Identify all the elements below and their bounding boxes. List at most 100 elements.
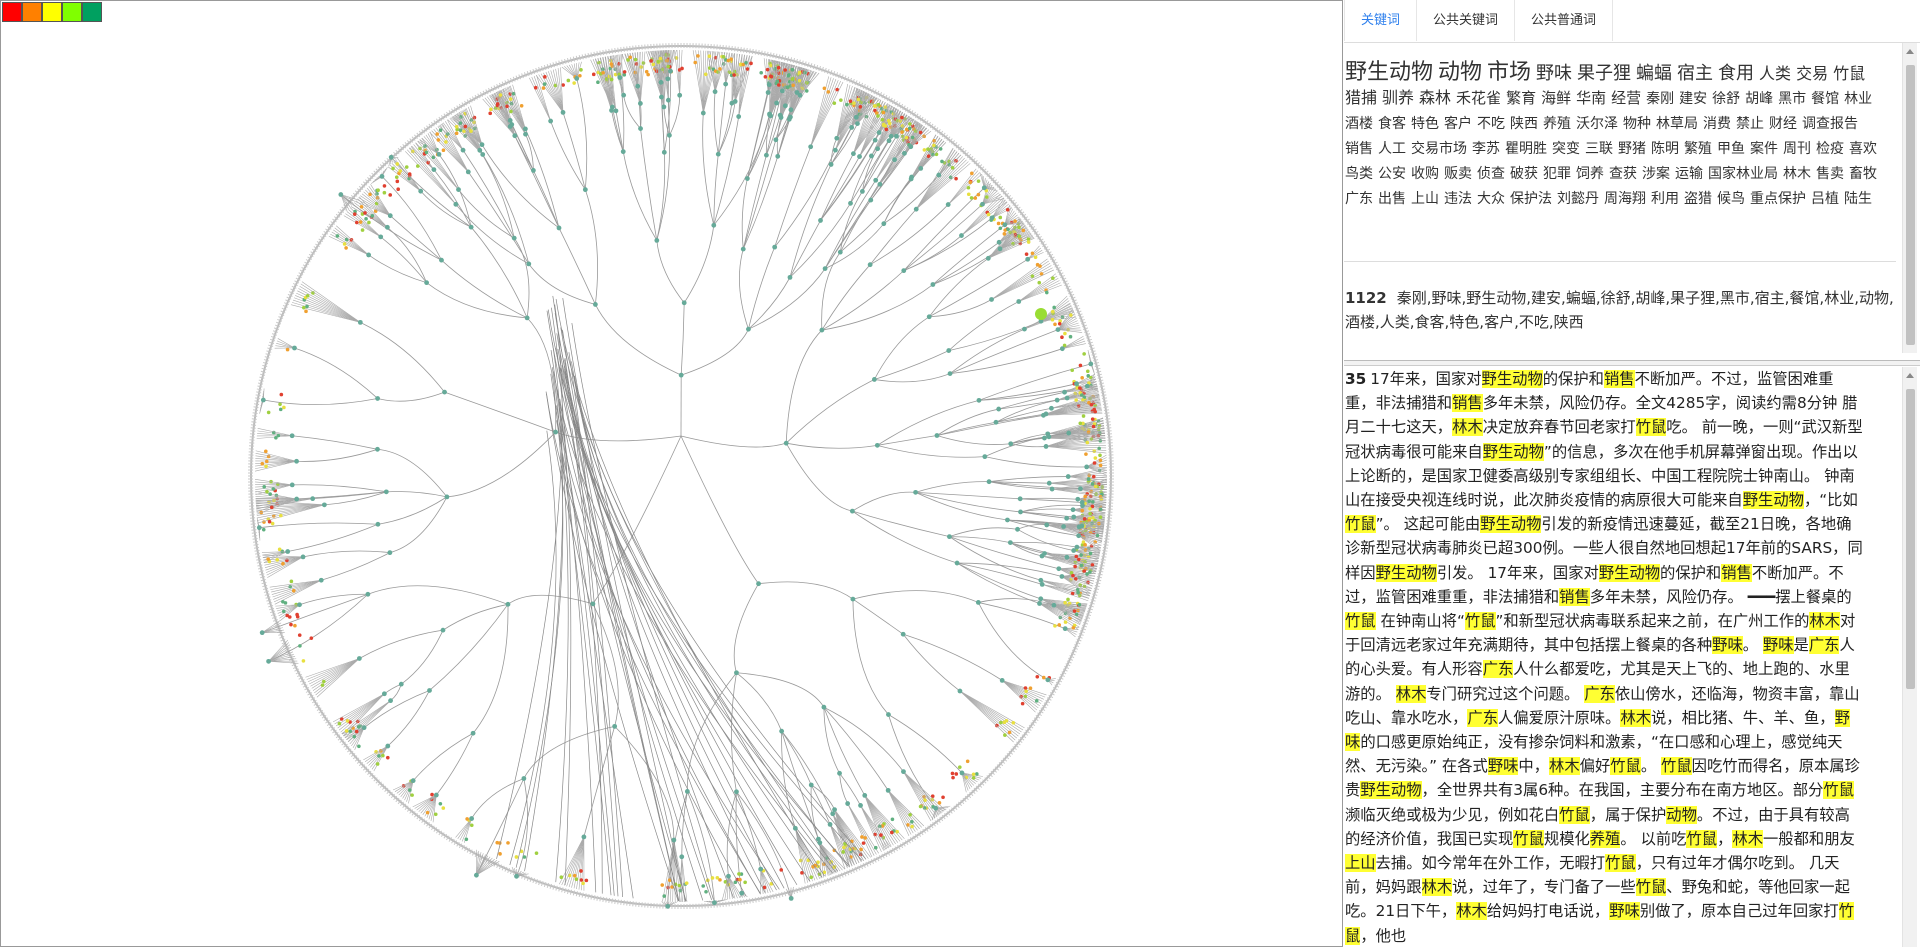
- keyword-item[interactable]: 周刊: [1783, 137, 1811, 161]
- keyword-item[interactable]: 检疫: [1816, 137, 1844, 161]
- keyword-item[interactable]: 胡峰: [1745, 87, 1773, 111]
- keyword-item[interactable]: 餐馆: [1811, 87, 1839, 111]
- keyword-item[interactable]: 查获: [1609, 162, 1637, 186]
- keyword-item[interactable]: 不吃: [1477, 112, 1505, 136]
- keyword-item[interactable]: 收购: [1411, 162, 1439, 186]
- keyword-item[interactable]: 出售: [1378, 187, 1406, 211]
- keyword-item[interactable]: 案件: [1750, 137, 1778, 161]
- keyword-item[interactable]: 禁止: [1736, 112, 1764, 136]
- keyword-item[interactable]: 吕植: [1811, 187, 1839, 211]
- keyword-item[interactable]: 野生动物: [1345, 61, 1433, 85]
- keyword-item[interactable]: 野猪: [1618, 137, 1646, 161]
- keyword-item[interactable]: 贩卖: [1444, 162, 1472, 186]
- keyword-item[interactable]: 林草局: [1656, 112, 1698, 136]
- tab-public-keywords[interactable]: 公共关键词: [1417, 0, 1515, 41]
- radial-dendrogram[interactable]: [1, 1, 1342, 946]
- keyword-item[interactable]: 上山: [1411, 187, 1439, 211]
- keyword-item[interactable]: 保护法: [1510, 187, 1552, 211]
- keyword-item[interactable]: 喜欢: [1849, 137, 1877, 161]
- keyword-item[interactable]: 鸟类: [1345, 162, 1373, 186]
- keyword-item[interactable]: 经营: [1611, 86, 1641, 110]
- keyword-item[interactable]: 建安: [1679, 87, 1707, 111]
- keyword-item[interactable]: 宿主: [1677, 62, 1713, 86]
- keyword-item[interactable]: 犯罪: [1543, 162, 1571, 186]
- keyword-item[interactable]: 果子狸: [1577, 62, 1631, 86]
- keyword-item[interactable]: 人类: [1759, 62, 1791, 86]
- keyword-item[interactable]: 甲鱼: [1717, 137, 1745, 161]
- keyword-item[interactable]: 市场: [1487, 61, 1531, 85]
- keyword-item[interactable]: 食用: [1718, 62, 1754, 86]
- keyword-item[interactable]: 黑市: [1778, 87, 1806, 111]
- keyword-item[interactable]: 陕西: [1510, 112, 1538, 136]
- keyword-item[interactable]: 动物: [1438, 61, 1482, 85]
- keyword-item[interactable]: 财经: [1769, 112, 1797, 136]
- keyword-item[interactable]: 破获: [1510, 162, 1538, 186]
- keyword-item[interactable]: 禾花雀: [1456, 86, 1501, 110]
- keyword-item[interactable]: 陆生: [1844, 187, 1872, 211]
- keyword-item[interactable]: 李苏: [1472, 137, 1500, 161]
- keyword-item[interactable]: 秦刚: [1646, 87, 1674, 111]
- keyword-item[interactable]: 沃尔泽: [1576, 112, 1618, 136]
- keyword-item[interactable]: 森林: [1419, 86, 1451, 110]
- keyword-item[interactable]: 华南: [1576, 86, 1606, 110]
- keyword-item[interactable]: 养殖: [1543, 112, 1571, 136]
- keyword-item[interactable]: 徐舒: [1712, 87, 1740, 111]
- keyword-item[interactable]: 蝙蝠: [1636, 62, 1672, 86]
- keyword-item[interactable]: 三联: [1585, 137, 1613, 161]
- keyword-item[interactable]: 猎捕: [1345, 86, 1377, 110]
- keyword-item[interactable]: 广东: [1345, 187, 1373, 211]
- keyword-item[interactable]: 侦查: [1477, 162, 1505, 186]
- tab-public-common-words[interactable]: 公共普通词: [1515, 0, 1613, 41]
- keyword-item[interactable]: 周海翔: [1604, 187, 1646, 211]
- keyword-item[interactable]: 交易市场: [1411, 137, 1467, 161]
- keyword-item[interactable]: 刘懿丹: [1557, 187, 1599, 211]
- scroll-up-arrow[interactable]: [1906, 373, 1914, 378]
- keyword-item[interactable]: 物种: [1623, 112, 1651, 136]
- keyword-item[interactable]: 重点保护: [1750, 187, 1806, 211]
- keyword-item[interactable]: 售卖: [1816, 162, 1844, 186]
- keyword-item[interactable]: 客户: [1444, 112, 1472, 136]
- keyword-item[interactable]: 驯养: [1382, 86, 1414, 110]
- keyword-item[interactable]: 繁育: [1506, 86, 1536, 110]
- panel-splitter[interactable]: [1344, 360, 1920, 366]
- keyword-item[interactable]: 酒楼: [1345, 112, 1373, 136]
- keyword-item[interactable]: 利用: [1651, 187, 1679, 211]
- tree-node: [521, 776, 526, 781]
- keyword-item[interactable]: 涉案: [1642, 162, 1670, 186]
- keyword-item[interactable]: 瞿明胜: [1505, 137, 1547, 161]
- keyword-item[interactable]: 大众: [1477, 187, 1505, 211]
- keyword-item[interactable]: 公安: [1378, 162, 1406, 186]
- radial-tree-view[interactable]: [0, 0, 1343, 947]
- keyword-item[interactable]: 林业: [1844, 87, 1872, 111]
- leaf-node: [1070, 368, 1074, 372]
- scroll-thumb[interactable]: [1906, 389, 1915, 689]
- keyword-item[interactable]: 调查报告: [1802, 112, 1858, 136]
- keyword-scrollbar[interactable]: [1902, 43, 1917, 353]
- scroll-thumb[interactable]: [1906, 65, 1915, 345]
- tab-keywords[interactable]: 关键词: [1344, 0, 1417, 41]
- keyword-item[interactable]: 销售: [1345, 137, 1373, 161]
- keyword-item[interactable]: 畜牧: [1849, 162, 1877, 186]
- keyword-item[interactable]: 消费: [1703, 112, 1731, 136]
- keyword-item[interactable]: 人工: [1378, 137, 1406, 161]
- keyword-item[interactable]: 陈明: [1651, 137, 1679, 161]
- keyword-item[interactable]: 特色: [1411, 112, 1439, 136]
- keyword-item[interactable]: 突变: [1552, 137, 1580, 161]
- keyword-item[interactable]: 交易: [1796, 62, 1828, 86]
- document-scrollbar[interactable]: [1902, 367, 1917, 947]
- keyword-item[interactable]: 盗猎: [1684, 187, 1712, 211]
- keyword-item[interactable]: 野味: [1536, 62, 1572, 86]
- keyword-item[interactable]: 运输: [1675, 162, 1703, 186]
- keyword-item[interactable]: 国家林业局: [1708, 162, 1778, 186]
- keyword-item[interactable]: 食客: [1378, 112, 1406, 136]
- keyword-item[interactable]: 违法: [1444, 187, 1472, 211]
- keyword-item[interactable]: 海鲜: [1541, 86, 1571, 110]
- keyword-item[interactable]: 竹鼠: [1833, 62, 1865, 86]
- keyword-item[interactable]: 饲养: [1576, 162, 1604, 186]
- scroll-up-arrow[interactable]: [1906, 49, 1914, 54]
- keyword-item[interactable]: 繁殖: [1684, 137, 1712, 161]
- keyword-panel[interactable]: 野生动物动物市场野味果子狸蝙蝠宿主食用人类交易竹鼠猎捕驯养森林禾花雀繁育海鲜华南…: [1344, 43, 1920, 353]
- keyword-item[interactable]: 候鸟: [1717, 187, 1745, 211]
- keyword-item[interactable]: 林木: [1783, 162, 1811, 186]
